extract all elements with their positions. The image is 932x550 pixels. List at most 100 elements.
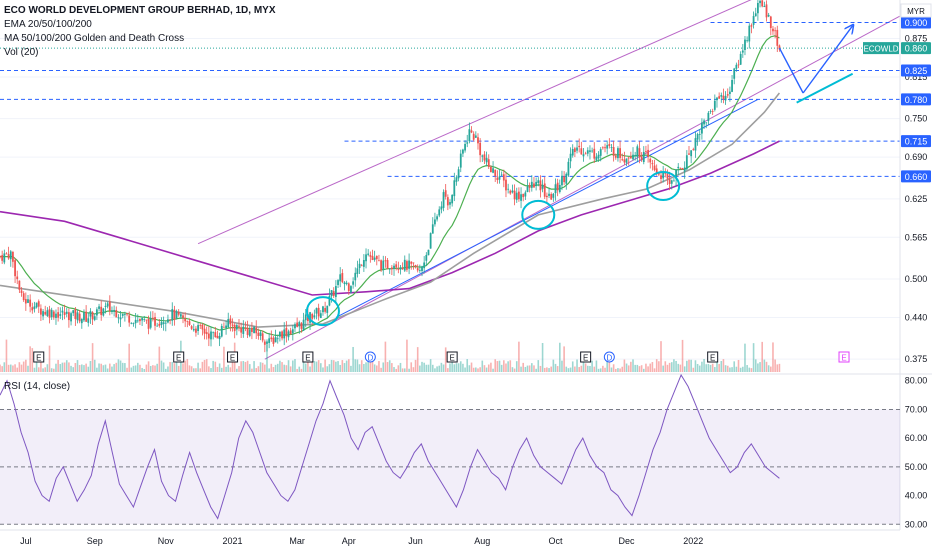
volume-bar bbox=[425, 364, 428, 372]
volume-bar bbox=[658, 361, 660, 372]
volume-bar bbox=[565, 366, 568, 372]
candle-body bbox=[664, 173, 667, 174]
volume-bar bbox=[276, 363, 279, 372]
volume-bar bbox=[444, 347, 447, 372]
earnings-marker bbox=[302, 351, 314, 363]
volume-bar bbox=[500, 364, 503, 372]
volume-bar bbox=[59, 364, 62, 372]
volume-bar bbox=[360, 360, 363, 372]
candle-body bbox=[425, 254, 428, 261]
ma-legend[interactable]: MA 50/100/200 Golden and Death Cross bbox=[4, 33, 185, 44]
candle-body bbox=[393, 265, 395, 269]
candle-body bbox=[272, 337, 275, 344]
candle-body bbox=[238, 325, 240, 327]
candle-body bbox=[492, 168, 494, 173]
volume-bar bbox=[492, 368, 494, 372]
candle-body bbox=[705, 122, 708, 124]
candle-body bbox=[373, 257, 376, 260]
candle-body bbox=[440, 206, 443, 210]
volume-bar bbox=[770, 366, 772, 372]
candle-body bbox=[173, 309, 176, 320]
candle-body bbox=[683, 167, 686, 172]
time-tick: Oct bbox=[548, 536, 563, 546]
candle-body bbox=[569, 153, 572, 162]
candle-body bbox=[141, 318, 144, 321]
candle-body bbox=[621, 159, 624, 161]
candle-body bbox=[384, 260, 387, 262]
candle-body bbox=[528, 185, 531, 188]
volume-bar bbox=[621, 366, 624, 372]
candle-body bbox=[608, 144, 611, 147]
volume-bar bbox=[373, 364, 376, 372]
candle-body bbox=[190, 326, 193, 329]
candle-body bbox=[227, 319, 230, 328]
candle-body bbox=[223, 326, 225, 328]
candle-body bbox=[203, 328, 206, 334]
time-tick: Jun bbox=[408, 536, 423, 546]
candle-body bbox=[9, 251, 12, 260]
sma100-line bbox=[0, 92, 781, 328]
candle-body bbox=[539, 180, 542, 191]
volume-bar bbox=[694, 360, 697, 372]
candle-body bbox=[502, 174, 505, 181]
candle-body bbox=[167, 319, 169, 323]
volume-bar bbox=[593, 366, 596, 372]
candle-body bbox=[67, 312, 70, 321]
volume-bar bbox=[124, 363, 126, 372]
volume-bar bbox=[1, 366, 3, 372]
candle-body bbox=[1, 255, 4, 261]
candle-body bbox=[647, 149, 649, 157]
candle-body bbox=[756, 3, 759, 14]
rsi-tick: 30.00 bbox=[905, 519, 928, 529]
candle-body bbox=[319, 313, 322, 319]
volume-bar bbox=[311, 361, 314, 372]
candle-body bbox=[524, 192, 527, 197]
volume-bar bbox=[292, 360, 294, 372]
volume-bar bbox=[320, 363, 322, 372]
volume-bar bbox=[68, 362, 70, 372]
vol-legend[interactable]: Vol (20) bbox=[4, 47, 39, 58]
volume-bar bbox=[724, 365, 727, 372]
candle-body bbox=[46, 310, 49, 317]
volume-bar bbox=[302, 362, 305, 372]
candle-body bbox=[713, 100, 716, 110]
volume-bar bbox=[272, 367, 275, 372]
candle-body bbox=[281, 331, 283, 339]
volume-bar bbox=[569, 367, 572, 372]
earnings-marker bbox=[838, 351, 850, 363]
candle-body bbox=[421, 266, 423, 272]
volume-bar bbox=[229, 367, 232, 372]
candle-body bbox=[541, 184, 544, 189]
volume-bar bbox=[96, 367, 98, 372]
volume-bar bbox=[576, 359, 578, 372]
volume-bar bbox=[707, 363, 710, 372]
candle-body bbox=[427, 249, 430, 256]
candle-body bbox=[640, 156, 643, 161]
volume-bar bbox=[468, 365, 471, 372]
volume-bar bbox=[309, 366, 311, 372]
candle-body bbox=[533, 183, 535, 188]
ema-legend[interactable]: EMA 20/50/100/200 bbox=[4, 19, 92, 30]
volume-bar bbox=[175, 362, 178, 372]
volume-bar bbox=[541, 343, 544, 372]
volume-bar bbox=[190, 366, 193, 372]
volume-bar bbox=[729, 367, 731, 372]
candle-body bbox=[733, 68, 736, 79]
volume-bar bbox=[604, 367, 606, 372]
channel-lines bbox=[197, 0, 901, 360]
volume-bar bbox=[240, 361, 242, 372]
candle-body bbox=[218, 335, 221, 340]
candle-body bbox=[263, 341, 266, 345]
candle-body bbox=[322, 306, 324, 313]
candle-body bbox=[266, 341, 268, 344]
candle-body bbox=[576, 147, 578, 151]
candle-body bbox=[716, 97, 718, 101]
candle-body bbox=[397, 269, 400, 271]
volume-bar bbox=[597, 368, 600, 372]
candle-body bbox=[22, 293, 25, 301]
candle-body bbox=[718, 96, 721, 99]
candle-body bbox=[300, 323, 303, 329]
candle-body bbox=[668, 179, 671, 185]
rsi-legend[interactable]: RSI (14, close) bbox=[4, 381, 71, 392]
